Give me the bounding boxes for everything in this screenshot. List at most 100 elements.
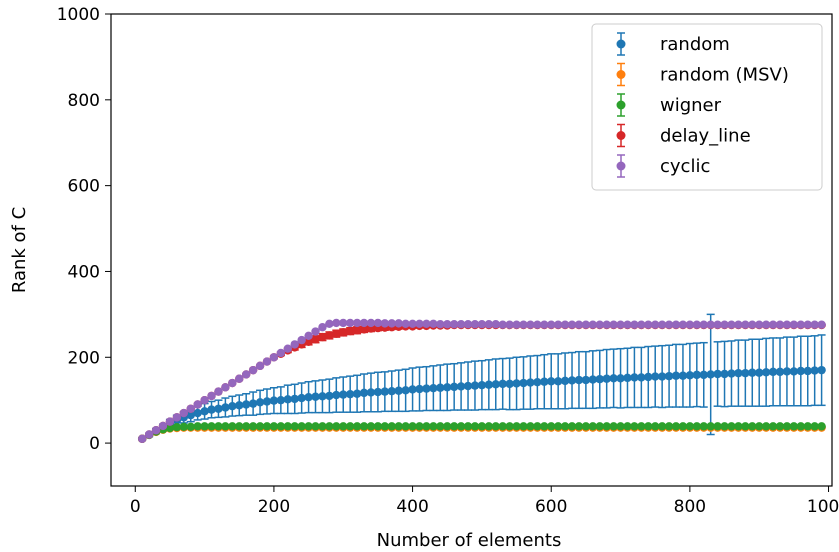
data-point	[477, 320, 487, 329]
data-point	[449, 382, 459, 392]
data-point	[477, 422, 487, 431]
data-point	[685, 320, 695, 329]
data-point	[491, 422, 500, 431]
data-point	[796, 320, 806, 329]
data-point	[484, 422, 494, 431]
data-point	[609, 374, 618, 383]
data-point	[325, 331, 334, 340]
data-point	[207, 422, 216, 431]
data-point	[512, 379, 521, 388]
data-point	[359, 422, 369, 431]
data-point	[345, 326, 355, 336]
data-point	[671, 422, 681, 431]
legend-marker	[616, 70, 626, 79]
data-point	[221, 422, 230, 431]
data-point	[789, 320, 799, 329]
data-point	[533, 320, 542, 329]
data-point	[671, 371, 681, 380]
data-point	[761, 320, 771, 329]
data-point	[775, 367, 785, 377]
data-point	[394, 386, 403, 395]
legend-item: random	[616, 32, 730, 56]
legend-label: random (MSV)	[660, 65, 789, 86]
data-point	[498, 379, 507, 389]
data-point	[172, 413, 182, 422]
data-point	[789, 367, 799, 376]
data-point	[186, 404, 195, 413]
data-point	[332, 390, 341, 400]
data-point	[352, 389, 362, 398]
y-tick-label: 200	[68, 348, 100, 368]
data-point	[290, 422, 299, 431]
data-point	[768, 422, 778, 431]
data-point	[401, 422, 410, 431]
data-point	[588, 320, 598, 329]
data-point	[318, 332, 327, 342]
data-point	[339, 422, 348, 431]
data-point	[332, 318, 341, 328]
data-point	[616, 422, 625, 431]
data-point	[484, 380, 494, 389]
data-point	[373, 318, 383, 328]
data-point	[748, 368, 757, 377]
y-tick-label: 800	[68, 91, 100, 111]
data-point	[352, 422, 362, 431]
data-point	[352, 326, 362, 335]
data-point	[713, 320, 722, 329]
data-point	[678, 371, 688, 380]
data-point	[297, 393, 306, 403]
data-point	[339, 390, 348, 399]
y-tick-label: 1000	[57, 5, 100, 25]
data-point	[255, 361, 265, 371]
data-point	[193, 400, 202, 409]
data-point	[463, 381, 473, 391]
data-point	[713, 369, 722, 379]
data-point	[214, 387, 223, 396]
data-point	[540, 377, 549, 386]
legend-item: cyclic	[616, 154, 710, 178]
data-point	[373, 422, 383, 431]
data-point	[526, 422, 535, 431]
data-point	[588, 422, 598, 431]
data-point	[373, 387, 383, 397]
data-point	[595, 320, 604, 329]
data-point	[456, 422, 466, 431]
data-point	[276, 395, 286, 405]
data-point	[706, 370, 715, 379]
data-point	[470, 422, 480, 431]
data-point	[151, 426, 161, 435]
data-point	[345, 422, 355, 431]
data-point	[498, 422, 507, 431]
data-point	[519, 320, 528, 329]
data-point	[547, 377, 556, 386]
data-point	[505, 422, 514, 431]
data-point	[574, 320, 584, 329]
axes-frame	[110, 13, 833, 487]
data-point	[651, 320, 660, 329]
data-point	[311, 327, 320, 336]
data-point	[304, 392, 313, 402]
data-point	[574, 422, 584, 431]
data-point	[359, 388, 369, 398]
data-point	[429, 422, 438, 431]
data-point	[436, 422, 445, 431]
data-point	[248, 422, 258, 431]
data-point	[394, 319, 403, 328]
data-point	[560, 376, 570, 386]
data-point	[172, 423, 182, 432]
data-point	[803, 422, 812, 431]
data-point	[755, 368, 764, 377]
legend-marker	[616, 161, 626, 171]
data-point	[429, 319, 438, 329]
data-point	[318, 392, 327, 401]
data-point	[283, 395, 292, 404]
data-point	[720, 320, 729, 329]
data-point	[443, 383, 452, 392]
data-point	[671, 320, 681, 329]
data-point	[657, 422, 667, 431]
legend-item: wigner	[616, 93, 722, 117]
data-point	[595, 374, 604, 384]
data-point	[165, 417, 175, 426]
data-point	[352, 318, 362, 328]
series-random	[137, 313, 826, 443]
